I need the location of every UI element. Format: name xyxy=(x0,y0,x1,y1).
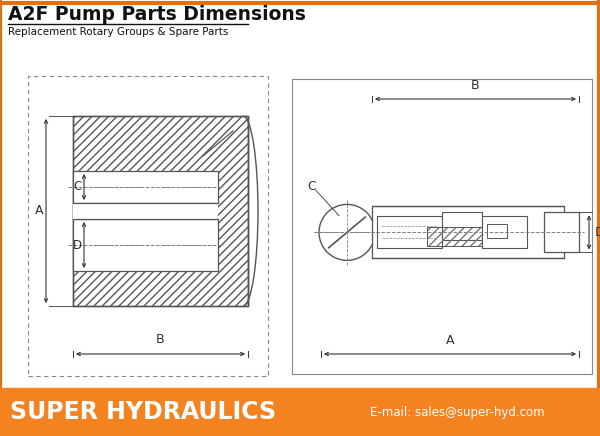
Text: D: D xyxy=(595,226,600,239)
Text: A: A xyxy=(35,204,43,218)
Bar xyxy=(377,216,442,249)
Bar xyxy=(73,219,218,271)
Text: E-mail: sales@super-hyd.com: E-mail: sales@super-hyd.com xyxy=(370,405,545,419)
Bar xyxy=(73,116,248,306)
Bar xyxy=(372,206,564,259)
Bar xyxy=(487,225,507,238)
Bar xyxy=(73,203,218,219)
Text: B: B xyxy=(156,333,165,346)
Text: A: A xyxy=(446,334,454,347)
Bar xyxy=(73,171,218,203)
Text: A2F Pump Parts Dimensions: A2F Pump Parts Dimensions xyxy=(8,5,306,24)
Bar xyxy=(73,116,248,306)
Text: C: C xyxy=(308,180,316,193)
Text: Replacement Rotary Groups & Spare Parts: Replacement Rotary Groups & Spare Parts xyxy=(8,27,229,37)
Bar xyxy=(482,216,527,249)
Bar xyxy=(292,79,592,374)
Text: C: C xyxy=(73,181,81,194)
Bar xyxy=(0,388,600,436)
Bar xyxy=(442,212,482,240)
Text: D: D xyxy=(73,238,82,252)
Text: SUPER HYDRAULICS: SUPER HYDRAULICS xyxy=(10,400,276,424)
Bar xyxy=(427,228,502,246)
Bar xyxy=(28,76,268,376)
Bar xyxy=(427,228,502,246)
Text: B: B xyxy=(471,79,480,92)
Bar xyxy=(544,212,579,252)
